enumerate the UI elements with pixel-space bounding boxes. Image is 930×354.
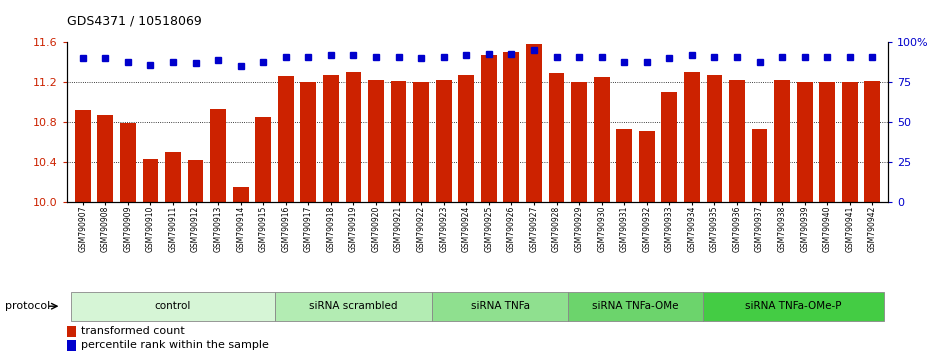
Bar — [526, 45, 542, 202]
Bar — [568, 292, 703, 321]
Bar — [120, 123, 136, 202]
Bar — [232, 187, 248, 202]
Bar — [458, 75, 474, 202]
Bar — [774, 80, 790, 202]
Bar — [142, 159, 158, 202]
Bar — [166, 152, 181, 202]
Bar — [729, 80, 745, 202]
Text: percentile rank within the sample: percentile rank within the sample — [81, 341, 269, 350]
Bar — [797, 82, 813, 202]
Bar — [639, 131, 655, 202]
Text: control: control — [154, 301, 192, 311]
Bar — [67, 326, 76, 337]
Bar — [571, 82, 587, 202]
Bar — [346, 72, 362, 202]
Bar — [432, 292, 568, 321]
Bar — [751, 129, 767, 202]
Text: siRNA TNFa: siRNA TNFa — [471, 301, 529, 311]
Bar — [72, 292, 274, 321]
Bar — [549, 73, 565, 202]
Text: transformed count: transformed count — [81, 326, 185, 336]
Bar — [391, 81, 406, 202]
Bar — [413, 82, 429, 202]
Bar — [188, 160, 204, 202]
Bar — [74, 110, 90, 202]
Text: GDS4371 / 10518069: GDS4371 / 10518069 — [67, 14, 202, 27]
Bar — [278, 76, 294, 202]
Bar — [661, 92, 677, 202]
Text: siRNA TNFa-OMe-P: siRNA TNFa-OMe-P — [745, 301, 842, 311]
Bar — [684, 72, 699, 202]
Text: siRNA scrambled: siRNA scrambled — [309, 301, 398, 311]
Text: siRNA TNFa-OMe: siRNA TNFa-OMe — [592, 301, 679, 311]
Bar — [842, 82, 857, 202]
Bar — [210, 109, 226, 202]
Bar — [368, 80, 384, 202]
Bar — [436, 80, 452, 202]
Bar — [323, 75, 339, 202]
Bar — [593, 77, 609, 202]
Text: protocol: protocol — [5, 301, 50, 311]
Bar — [481, 56, 497, 202]
Bar — [274, 292, 432, 321]
Bar — [707, 75, 723, 202]
Bar — [865, 81, 881, 202]
Bar — [819, 82, 835, 202]
Bar — [617, 129, 632, 202]
Bar — [703, 292, 884, 321]
Bar — [67, 340, 76, 351]
Bar — [256, 117, 272, 202]
Bar — [503, 52, 519, 202]
Bar — [98, 115, 113, 202]
Bar — [300, 82, 316, 202]
